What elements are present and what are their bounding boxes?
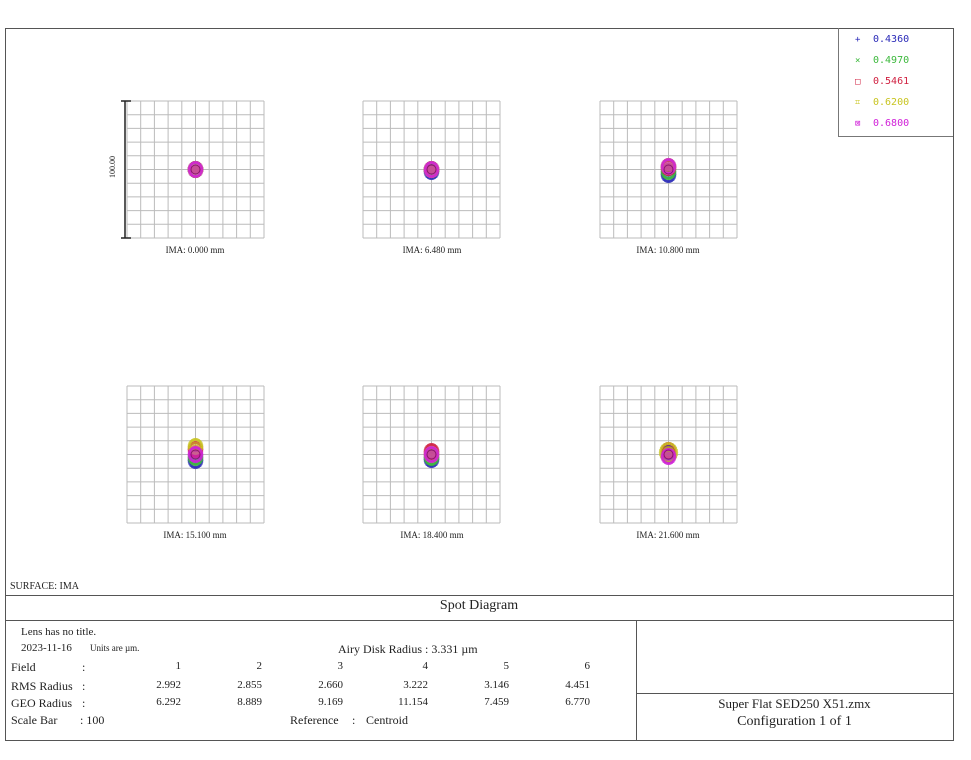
plot-frame <box>5 28 954 741</box>
rms-value: 3.222 <box>403 679 428 691</box>
x-marker-icon: × <box>855 56 861 66</box>
date: 2023-11-16 <box>21 642 72 654</box>
spot-grid <box>126 100 265 239</box>
field-number: 1 <box>175 660 182 672</box>
legend-label: 0.6800 <box>873 118 910 129</box>
divider <box>636 620 637 740</box>
legend-item: ⌗ 0.6200 <box>855 97 909 111</box>
airy-disk-circle <box>663 164 674 175</box>
field-number: 4 <box>422 660 429 672</box>
spot-grid <box>362 385 501 524</box>
spot-0.6800 <box>423 160 440 179</box>
legend-item: ⊠ 0.6800 <box>855 118 909 132</box>
units: Units are µm. <box>90 643 140 653</box>
divider <box>5 595 953 596</box>
surface-label: SURFACE: IMA <box>10 581 79 592</box>
legend-item: +0.4360 <box>855 34 909 48</box>
file-name: Super Flat SED250 X51.zmx <box>718 696 871 711</box>
spot-0.6800 <box>187 445 204 464</box>
hash-marker-icon: ⌗ <box>855 98 861 108</box>
spot-grid <box>126 385 265 524</box>
spot-grid <box>362 100 501 239</box>
divider <box>636 693 953 694</box>
rms-row-label: RMS Radius <box>11 679 73 693</box>
colon: : <box>82 679 86 693</box>
configuration: Configuration 1 of 1 <box>737 714 852 729</box>
field-label: IMA: 6.480 mm <box>402 245 462 255</box>
legend-item: × 0.4970 <box>855 55 909 69</box>
scale-bar-label: 100.00 <box>108 156 117 178</box>
geo-row-label: GEO Radius <box>11 696 72 710</box>
spot-0.6800 <box>660 157 677 176</box>
geo-value: 6.770 <box>565 696 590 708</box>
rms-value: 2.992 <box>156 679 181 691</box>
reference-value: Centroid <box>366 713 408 727</box>
airy-disk-circle <box>426 449 437 460</box>
colon: : <box>82 696 86 710</box>
geo-value: 6.292 <box>156 696 181 708</box>
scale-bar <box>121 100 131 239</box>
boxed-x-marker-icon: ⊠ <box>855 119 861 129</box>
airy-disk-circle <box>190 164 201 175</box>
colon: : <box>82 660 86 674</box>
geo-value: 7.459 <box>484 696 509 708</box>
square-marker-icon: □ <box>855 77 861 87</box>
legend-label: 0.4360 <box>873 34 910 45</box>
wavelength-legend: +0.4360 × 0.4970 □ 0.5461 ⌗ 0.6200 ⊠ 0.6800 <box>838 28 953 137</box>
spot-0.6800 <box>187 160 204 179</box>
legend-item: □ 0.5461 <box>855 76 909 90</box>
field-label: IMA: 18.400 mm <box>400 530 464 540</box>
airy-disk-circle <box>426 164 437 175</box>
rms-value: 2.855 <box>237 679 262 691</box>
airy-disk-circle <box>663 449 674 460</box>
divider <box>5 620 953 621</box>
geo-value: 8.889 <box>237 696 262 708</box>
field-label: IMA: 21.600 mm <box>636 530 700 540</box>
field-label: IMA: 10.800 mm <box>636 245 700 255</box>
field-number: 6 <box>584 660 591 672</box>
diagram-title: Spot Diagram <box>439 598 519 613</box>
field-label: IMA: 15.100 mm <box>163 530 227 540</box>
spot-grid <box>599 100 738 239</box>
airy-disk-radius: Airy Disk Radius : 3.331 µm <box>338 642 478 656</box>
geo-value: 9.169 <box>318 696 343 708</box>
reference-label: Reference <box>290 713 339 727</box>
field-number: 3 <box>337 660 344 672</box>
rms-value: 4.451 <box>565 679 590 691</box>
field-number: 2 <box>256 660 263 672</box>
airy-disk-circle <box>190 449 201 460</box>
rms-value: 3.146 <box>484 679 509 691</box>
field-label: IMA: 0.000 mm <box>165 245 225 255</box>
geo-value: 11.154 <box>398 696 428 708</box>
spot-0.6800 <box>423 445 440 464</box>
field-number: 5 <box>503 660 510 672</box>
spot-0.6800 <box>660 447 677 466</box>
rms-value: 2.660 <box>318 679 343 691</box>
legend-label: 0.6200 <box>873 97 910 108</box>
legend-label: 0.4970 <box>873 55 910 66</box>
scale-bar-row-label: Scale Bar <box>11 713 58 727</box>
colon: : <box>352 713 356 727</box>
legend-label: 0.5461 <box>873 76 910 87</box>
scale-bar-value: : 100 <box>80 713 105 727</box>
lens-title: Lens has no title. <box>21 626 97 638</box>
spot-grid <box>599 385 738 524</box>
spot-plots <box>121 100 738 524</box>
plus-marker-icon: + <box>855 35 861 45</box>
field-row-label: Field <box>11 660 36 674</box>
